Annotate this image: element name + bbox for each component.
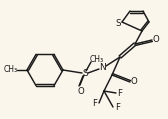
Text: CH₃: CH₃ [4,65,18,74]
Text: S: S [82,69,88,77]
Text: F: F [116,104,120,112]
Text: O: O [131,77,137,87]
Text: F: F [117,89,122,97]
Text: N: N [100,64,106,72]
Text: F: F [93,99,97,109]
Text: O: O [153,35,159,45]
Text: CH₃: CH₃ [90,55,104,64]
Text: O: O [78,87,84,96]
Text: S: S [115,18,121,27]
